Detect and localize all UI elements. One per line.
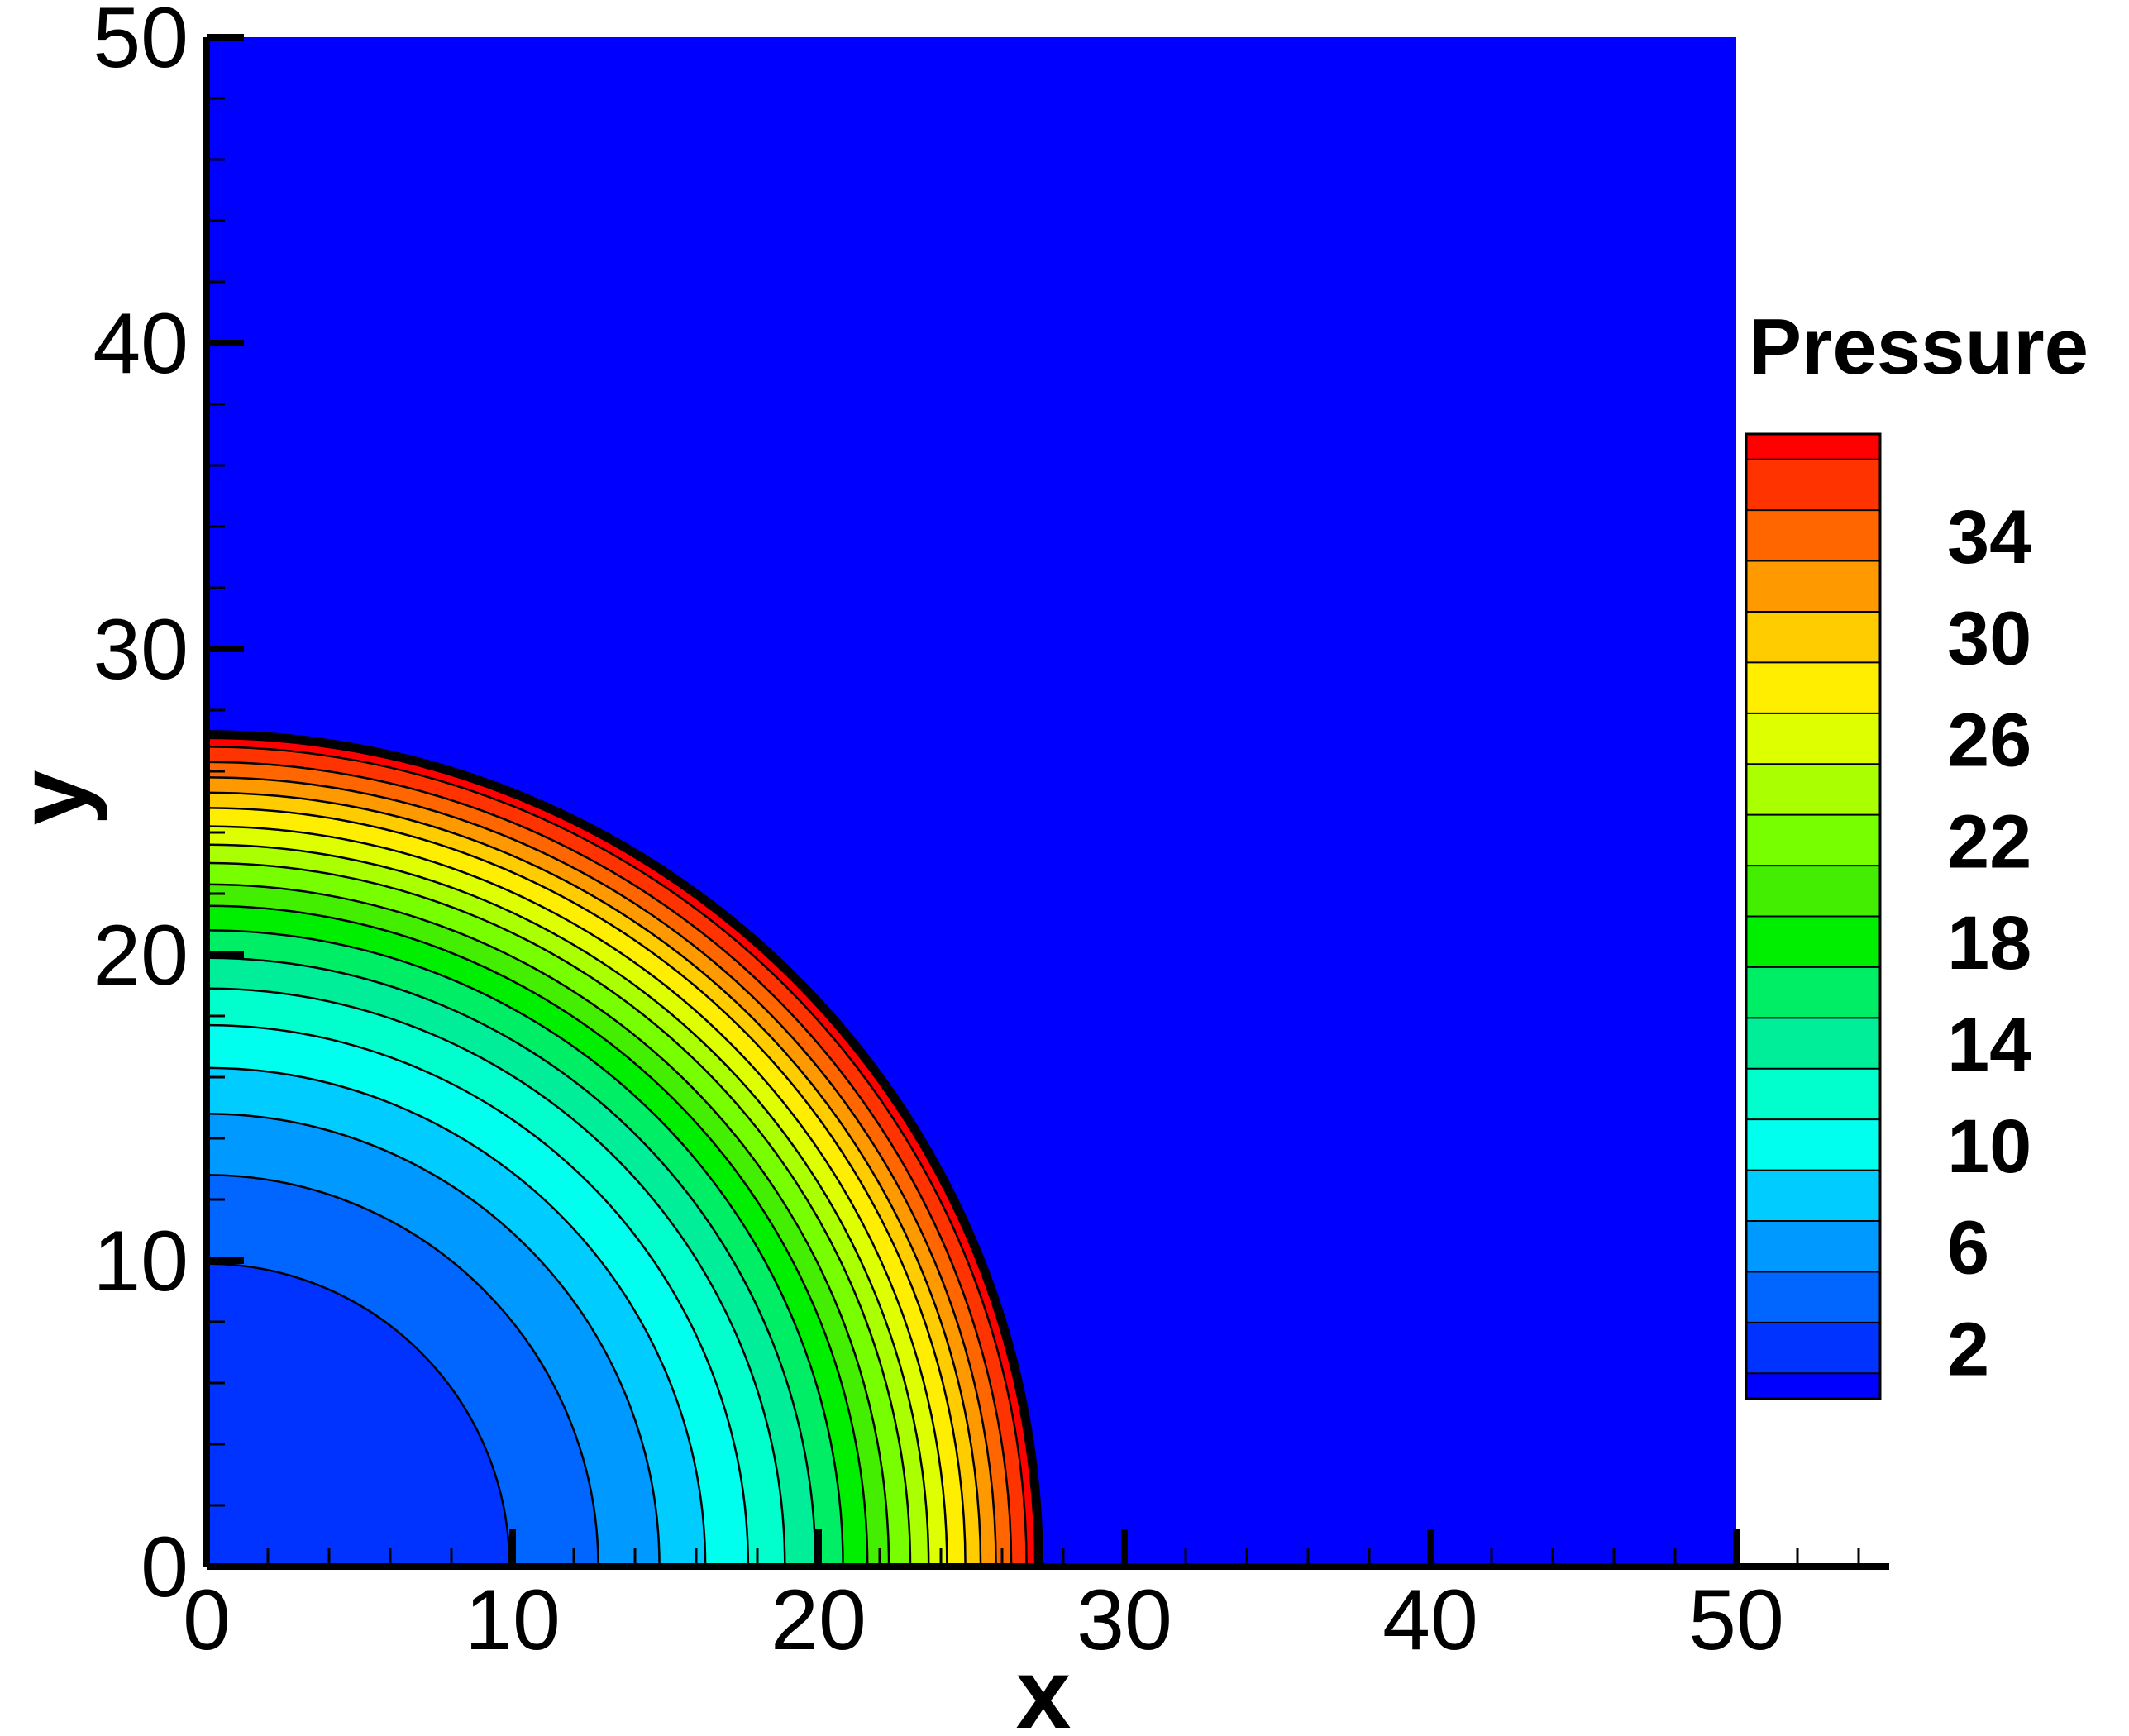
legend-label: 22: [1947, 799, 2031, 884]
contour-line-9: [206, 883, 890, 1567]
legend-label: 2: [1947, 1308, 1989, 1392]
legend-swatch-4: [1746, 1170, 1880, 1222]
x-tick-label: 0: [183, 1572, 231, 1668]
legend-swatch-12: [1746, 764, 1880, 815]
legend-swatch-6: [1746, 1068, 1880, 1120]
contour-line-4: [206, 791, 982, 1567]
legend-swatch-2: [1746, 1271, 1880, 1323]
contour-line-6: [206, 825, 948, 1567]
legend-swatch-19: [1746, 434, 1880, 460]
contour-line-16: [206, 1113, 661, 1567]
contour-line-2: [206, 761, 1013, 1567]
x-tick-label: 50: [1688, 1572, 1784, 1668]
legend-label: 10: [1947, 1104, 2031, 1189]
contour-line-12: [206, 956, 817, 1567]
plot-area: [206, 37, 1736, 1567]
outer-boundary-line: [206, 730, 1043, 1567]
legend-label: 30: [1947, 597, 2031, 681]
contour-line-8: [206, 861, 912, 1567]
x-tick-label: 20: [771, 1572, 866, 1668]
legend-swatch-0: [1746, 1373, 1880, 1399]
legend-swatch-14: [1746, 662, 1880, 713]
y-axis-title: y: [0, 770, 108, 825]
contour-line-13: [206, 987, 786, 1567]
legend: Pressure 34 30 26 22 18 14 10 6 2: [1745, 303, 2088, 1400]
legend-swatch-13: [1746, 713, 1880, 765]
y-tick-label: 0: [141, 1519, 189, 1615]
contour-line-11: [206, 929, 844, 1567]
legend-label: 6: [1947, 1206, 1989, 1290]
y-tick-label: 10: [93, 1214, 189, 1309]
contour-line-15: [206, 1066, 707, 1567]
legend-swatch-17: [1746, 510, 1880, 561]
y-tick-label: 30: [93, 602, 189, 698]
x-axis-title: x: [1016, 1638, 1072, 1736]
legend-swatch-3: [1746, 1221, 1880, 1272]
axes: 0 10 20 30 40 50 0 10 20 30 40 50 x y: [0, 0, 1889, 1736]
legend-title: Pressure: [1749, 303, 2088, 391]
legend-swatch-10: [1746, 866, 1880, 917]
legend-swatch-5: [1746, 1119, 1880, 1171]
legend-swatch-16: [1746, 560, 1880, 612]
legend-swatch-8: [1746, 966, 1880, 1018]
legend-swatch-11: [1746, 814, 1880, 866]
legend-label: 18: [1947, 901, 2031, 985]
contour-line-18: [206, 1262, 511, 1567]
legend-label: 26: [1947, 699, 2031, 783]
y-tick-label: 20: [93, 908, 189, 1004]
contour-line-1: [206, 746, 1028, 1567]
legend-label: 34: [1947, 495, 2031, 579]
legend-swatch-15: [1746, 611, 1880, 663]
contour-line-14: [206, 1023, 750, 1567]
legend-frame: [1745, 432, 1882, 1400]
y-tick-label: 40: [93, 296, 189, 392]
x-tick-label: 40: [1382, 1572, 1478, 1668]
y-tick-label: 50: [93, 0, 189, 86]
x-tick-label: 30: [1076, 1572, 1172, 1668]
legend-swatch-1: [1746, 1322, 1880, 1374]
legend-label: 14: [1947, 1003, 2031, 1087]
contour-line-17: [206, 1174, 599, 1567]
x-tick-label: 10: [465, 1572, 561, 1668]
legend-swatch-18: [1746, 459, 1880, 511]
contour-band-18: [207, 1263, 510, 1567]
legend-swatch-9: [1746, 916, 1880, 967]
contour-line-5: [206, 807, 967, 1567]
contour-line-10: [206, 904, 869, 1567]
contour-line-3: [206, 776, 997, 1567]
legend-swatch-7: [1746, 1018, 1880, 1069]
contour-line-7: [206, 843, 930, 1567]
